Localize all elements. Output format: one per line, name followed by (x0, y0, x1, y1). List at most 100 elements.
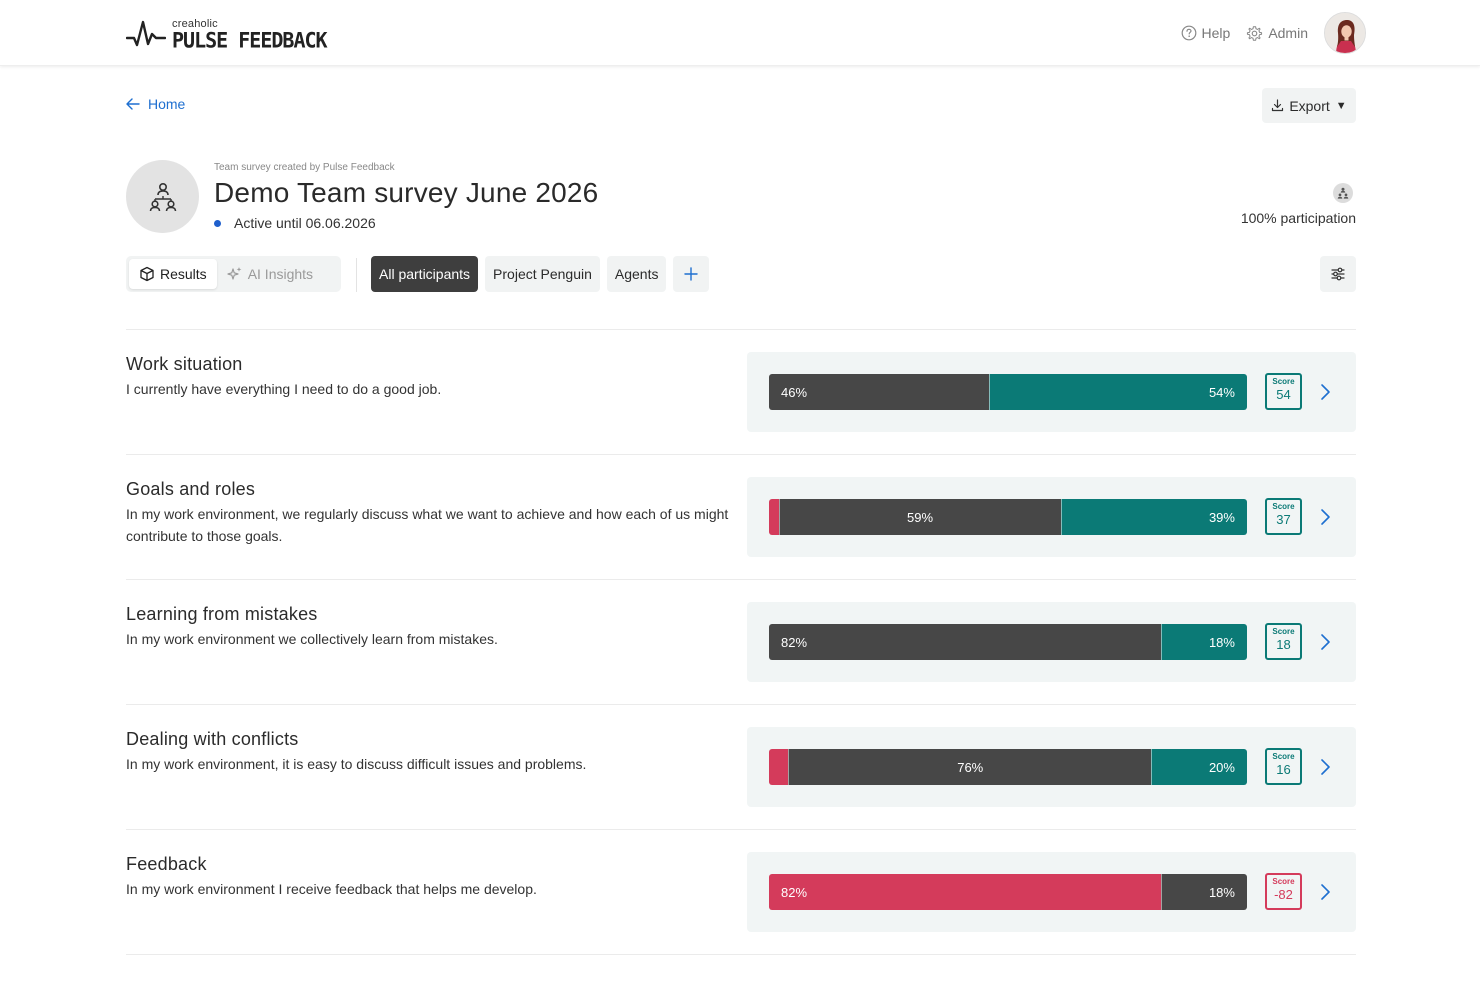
tab-results[interactable]: Results (129, 259, 217, 289)
sliders-icon (1331, 267, 1345, 281)
neutral-percent-label: 18% (1208, 884, 1235, 900)
bar-segment-negative (769, 499, 779, 535)
help-link[interactable]: Help (1181, 25, 1231, 41)
neutral-percent-label: 82% (781, 634, 808, 650)
bar-segment-neutral: 76% (788, 749, 1152, 785)
positive-percent-label: 39% (1208, 509, 1235, 525)
survey-created-by: Team survey created by Pulse Feedback (214, 162, 395, 173)
team-survey-avatar (126, 160, 199, 233)
tab-ai-insights[interactable]: AI Insights (217, 259, 323, 289)
question-text-block: Feedback In my work environment I receiv… (126, 854, 736, 900)
question-title: Work situation (126, 354, 243, 374)
chevron-right-icon[interactable] (1319, 755, 1333, 779)
positive-percent-label: 20% (1208, 759, 1235, 775)
logo[interactable]: creaholic PULSE FEEDBACK (126, 14, 328, 54)
add-filter-button[interactable] (673, 256, 710, 292)
score-value: 54 (1276, 387, 1291, 402)
admin-link[interactable]: Admin (1246, 25, 1308, 42)
list-end-divider (126, 954, 1356, 955)
question-result-panel: 82% 18% Score 18 (747, 602, 1356, 682)
neutral-percent-label: 46% (781, 384, 808, 400)
sentiment-bar: 46% 54% (769, 374, 1247, 410)
question-title: Dealing with conflicts (126, 729, 299, 749)
score-value: 18 (1276, 637, 1291, 652)
filter-all-participants[interactable]: All participants (371, 256, 479, 292)
arrow-left-icon (126, 98, 140, 110)
chevron-right-icon[interactable] (1319, 505, 1333, 529)
score-label: Score (1272, 377, 1295, 386)
chevron-right-icon[interactable] (1319, 380, 1333, 404)
score-badge: Score 16 (1265, 748, 1302, 785)
question-result-panel: 76% 20% Score 16 (747, 727, 1356, 807)
status-dot-icon (214, 219, 221, 227)
positive-percent-label: 54% (1208, 384, 1235, 400)
tab-divider (356, 258, 357, 292)
help-label: Help (1201, 25, 1231, 41)
filter-project-penguin[interactable]: Project Penguin (485, 256, 600, 292)
survey-meta: Team survey created by Pulse Feedback De… (214, 162, 598, 231)
team-participation-icon (1333, 183, 1353, 203)
user-avatar-icon (1325, 13, 1365, 53)
bar-segment-positive: 18% (1160, 624, 1247, 660)
participant-filters: All participants Project Penguin Agents (371, 256, 716, 292)
question-result-panel: 59% 39% Score 37 (747, 477, 1356, 557)
chevron-right-icon[interactable] (1319, 880, 1333, 904)
survey-status: Active until 06.06.2026 (214, 215, 598, 231)
sentiment-bar: 59% 39% (769, 499, 1247, 535)
chevron-right-icon[interactable] (1319, 630, 1333, 654)
bar-segment-neutral: 82% (769, 624, 1161, 660)
bar-segment-neutral: 18% (1160, 874, 1247, 910)
question-title: Feedback (126, 854, 207, 874)
question-result-panel: 82% 18% Score -82 (747, 852, 1356, 932)
admin-label: Admin (1268, 25, 1308, 41)
avatar[interactable] (1324, 12, 1366, 54)
logo-product: PULSE FEEDBACK (172, 26, 328, 53)
download-icon (1272, 99, 1284, 112)
page-title: Demo Team survey June 2026 (214, 177, 599, 208)
question-title: Learning from mistakes (126, 604, 318, 624)
score-label: Score (1272, 752, 1295, 761)
tab-ai-insights-label: AI Insights (247, 266, 314, 282)
caret-down-icon: ▼ (1335, 99, 1347, 112)
question-statement: In my work environment I receive feedbac… (126, 881, 537, 897)
export-label: Export (1289, 97, 1330, 114)
neutral-percent-label: 76% (957, 759, 984, 775)
question-statement: In my work environment, we regularly dis… (126, 506, 729, 544)
question-row: Feedback In my work environment I receiv… (126, 829, 1356, 954)
score-label: Score (1272, 502, 1295, 511)
bar-segment-neutral: 46% (769, 374, 989, 410)
display-settings-button[interactable] (1320, 256, 1356, 292)
score-badge: Score 37 (1265, 498, 1302, 535)
score-badge: Score 54 (1265, 373, 1302, 410)
question-statement: I currently have everything I need to do… (126, 381, 442, 397)
question-row: Work situation I currently have everythi… (126, 329, 1356, 454)
home-label: Home (148, 96, 186, 112)
export-button[interactable]: Export ▼ (1262, 88, 1356, 123)
top-bar: creaholic PULSE FEEDBACK Help Admin (0, 0, 1480, 66)
question-text-block: Dealing with conflicts In my work enviro… (126, 729, 736, 775)
question-text-block: Goals and roles In my work environment, … (126, 479, 736, 547)
filter-agents[interactable]: Agents (606, 256, 667, 292)
question-results-list: Work situation I currently have everythi… (126, 329, 1356, 955)
score-label: Score (1272, 877, 1295, 886)
bar-segment-positive: 20% (1151, 749, 1247, 785)
question-row: Dealing with conflicts In my work enviro… (126, 704, 1356, 829)
question-text-block: Work situation I currently have everythi… (126, 354, 736, 400)
top-nav: Help Admin (1181, 12, 1366, 54)
question-statement: In my work environment, it is easy to di… (126, 756, 587, 772)
question-title: Goals and roles (126, 479, 256, 499)
question-row: Learning from mistakes In my work enviro… (126, 579, 1356, 704)
negative-percent-label: 82% (781, 884, 808, 900)
team-hierarchy-icon (149, 182, 176, 211)
score-value: 16 (1276, 762, 1291, 777)
plus-icon (684, 267, 699, 281)
tab-results-label: Results (160, 266, 207, 282)
score-badge: Score -82 (1265, 873, 1302, 910)
bar-segment-negative (769, 749, 789, 785)
sparkles-icon (227, 267, 242, 280)
question-text-block: Learning from mistakes In my work enviro… (126, 604, 736, 650)
score-badge: Score 18 (1265, 623, 1302, 660)
bar-segment-negative: 82% (769, 874, 1161, 910)
home-link[interactable]: Home (126, 96, 185, 112)
bar-segment-positive: 39% (1060, 499, 1247, 535)
